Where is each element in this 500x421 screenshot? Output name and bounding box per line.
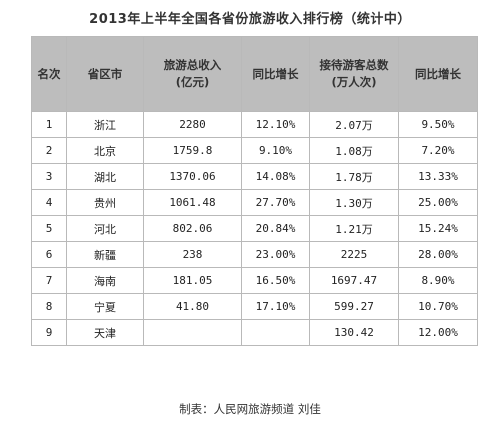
cell-province: 河北 <box>66 215 144 242</box>
cell-revenue: 41.80 <box>143 293 242 320</box>
cell-rank: 6 <box>31 241 67 268</box>
table-row: 6 新疆 238 23.00% 2225 28.00% <box>31 241 478 268</box>
cell-revenue: 2280 <box>143 111 242 138</box>
table-row: 1 浙江 2280 12.10% 2.07万 9.50% <box>31 111 478 138</box>
cell-visitors: 130.42 <box>309 319 399 346</box>
cell-revenue-growth: 9.10% <box>241 137 310 164</box>
cell-rank: 7 <box>31 267 67 294</box>
page-title: 2013年上半年全国各省份旅游收入排行榜（统计中） <box>89 12 411 27</box>
cell-province: 北京 <box>66 137 144 164</box>
cell-revenue-growth: 27.70% <box>241 189 310 216</box>
ranking-table: 名次 省区市 旅游总收入 (亿元) 同比增长 接待游客总数 (万人次) 同比增长… <box>31 36 478 346</box>
cell-revenue-growth: 17.10% <box>241 293 310 320</box>
header-revenue-growth: 同比增长 <box>241 36 310 112</box>
cell-visitors: 1697.47 <box>309 267 399 294</box>
table-row: 5 河北 802.06 20.84% 1.21万 15.24% <box>31 215 478 242</box>
cell-visitors: 2225 <box>309 241 399 268</box>
cell-visitors-growth: 10.70% <box>398 293 478 320</box>
cell-rank: 9 <box>31 319 67 346</box>
table-row: 8 宁夏 41.80 17.10% 599.27 10.70% <box>31 293 478 320</box>
cell-revenue: 1061.48 <box>143 189 242 216</box>
header-revenue-label: 旅游总收入 <box>163 58 222 72</box>
cell-revenue-growth: 12.10% <box>241 111 310 138</box>
cell-rank: 2 <box>31 137 67 164</box>
table-caption: 制表：人民网旅游频道 刘佳 <box>179 402 321 416</box>
cell-province: 贵州 <box>66 189 144 216</box>
table-row: 2 北京 1759.8 9.10% 1.08万 7.20% <box>31 137 478 164</box>
table-row: 7 海南 181.05 16.50% 1697.47 8.90% <box>31 267 478 294</box>
cell-rank: 8 <box>31 293 67 320</box>
table-row: 3 湖北 1370.06 14.08% 1.78万 13.33% <box>31 163 478 190</box>
cell-visitors: 599.27 <box>309 293 399 320</box>
cell-visitors: 1.78万 <box>309 163 399 190</box>
table-header-row: 名次 省区市 旅游总收入 (亿元) 同比增长 接待游客总数 (万人次) 同比增长 <box>31 36 478 112</box>
cell-visitors-growth: 28.00% <box>398 241 478 268</box>
table-row: 9 天津 130.42 12.00% <box>31 319 478 346</box>
header-rank: 名次 <box>31 36 67 112</box>
cell-revenue: 181.05 <box>143 267 242 294</box>
cell-rank: 1 <box>31 111 67 138</box>
cell-revenue: 1370.06 <box>143 163 242 190</box>
cell-visitors-growth: 15.24% <box>398 215 478 242</box>
cell-revenue-growth: 14.08% <box>241 163 310 190</box>
cell-revenue <box>143 319 242 346</box>
cell-province: 浙江 <box>66 111 144 138</box>
cell-visitors-growth: 12.00% <box>398 319 478 346</box>
cell-province: 宁夏 <box>66 293 144 320</box>
cell-revenue-growth: 23.00% <box>241 241 310 268</box>
cell-visitors-growth: 8.90% <box>398 267 478 294</box>
cell-rank: 3 <box>31 163 67 190</box>
table-row: 4 贵州 1061.48 27.70% 1.30万 25.00% <box>31 189 478 216</box>
cell-visitors-growth: 25.00% <box>398 189 478 216</box>
cell-visitors: 2.07万 <box>309 111 399 138</box>
cell-revenue: 1759.8 <box>143 137 242 164</box>
cell-revenue: 238 <box>143 241 242 268</box>
header-visitors-growth: 同比增长 <box>398 36 478 112</box>
cell-province: 湖北 <box>66 163 144 190</box>
cell-rank: 4 <box>31 189 67 216</box>
cell-visitors-growth: 7.20% <box>398 137 478 164</box>
header-visitors-label: 接待游客总数 <box>319 58 389 72</box>
cell-visitors: 1.21万 <box>309 215 399 242</box>
cell-revenue: 802.06 <box>143 215 242 242</box>
header-revenue-unit: (亿元) <box>175 75 210 89</box>
header-visitors: 接待游客总数 (万人次) <box>309 36 399 112</box>
cell-visitors: 1.30万 <box>309 189 399 216</box>
cell-visitors-growth: 9.50% <box>398 111 478 138</box>
cell-visitors-growth: 13.33% <box>398 163 478 190</box>
cell-revenue-growth <box>241 319 310 346</box>
cell-revenue-growth: 16.50% <box>241 267 310 294</box>
header-province: 省区市 <box>66 36 144 112</box>
cell-province: 新疆 <box>66 241 144 268</box>
cell-province: 海南 <box>66 267 144 294</box>
header-visitors-unit: (万人次) <box>331 75 377 89</box>
header-revenue: 旅游总收入 (亿元) <box>143 36 242 112</box>
cell-visitors: 1.08万 <box>309 137 399 164</box>
cell-rank: 5 <box>31 215 67 242</box>
cell-province: 天津 <box>66 319 144 346</box>
cell-revenue-growth: 20.84% <box>241 215 310 242</box>
